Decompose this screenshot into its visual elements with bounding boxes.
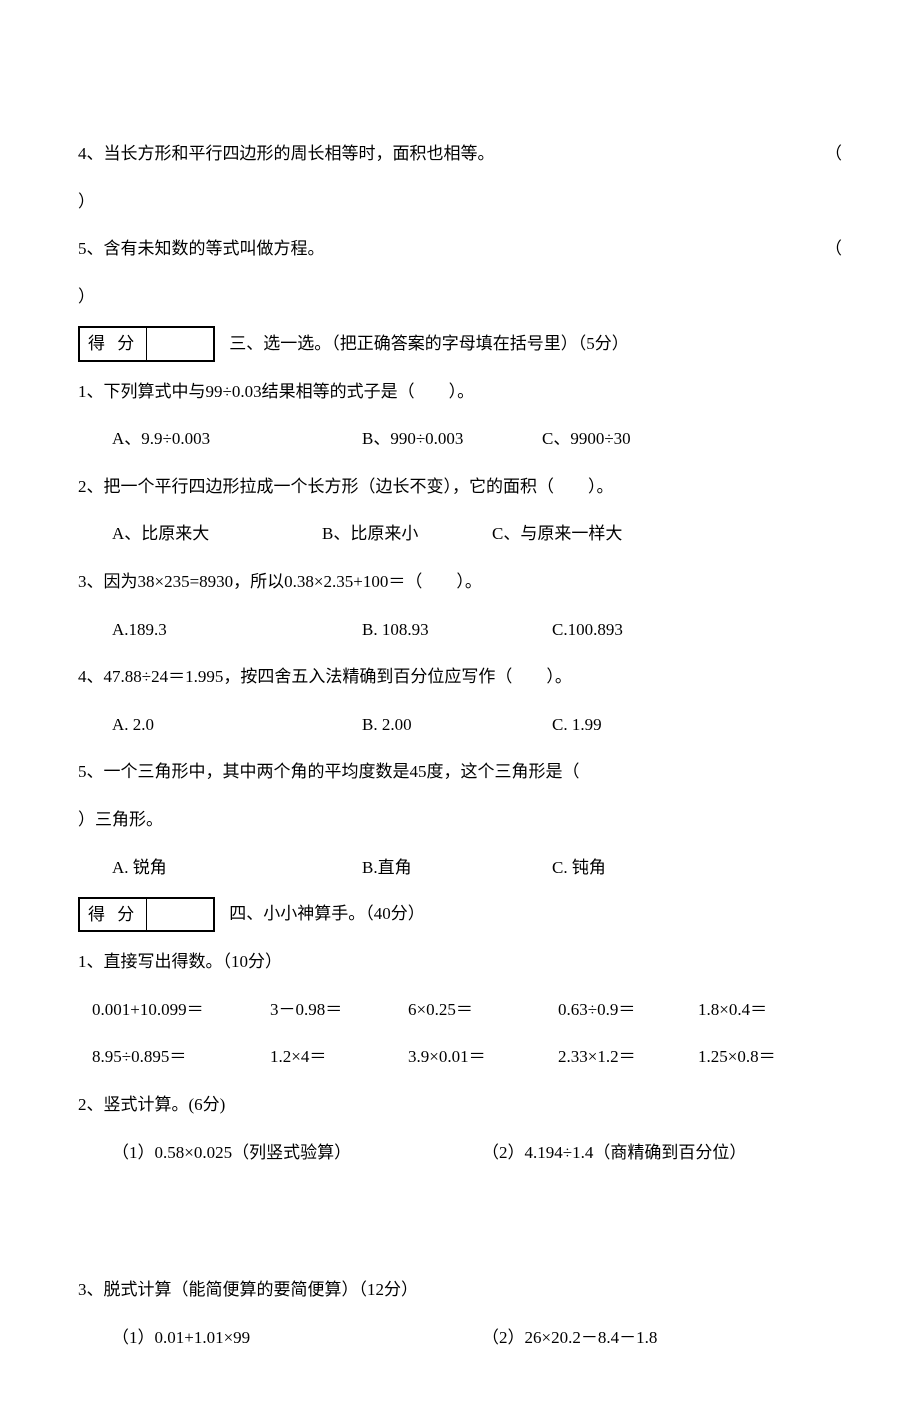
s3-q2-stem: 2、把一个平行四边形拉成一个长方形（边长不变），它的面积（ ）。 bbox=[78, 463, 842, 511]
score-label-2: 得 分 bbox=[80, 899, 147, 931]
s4-p1-row1: 0.001+10.099＝ 3－0.98＝ 6×0.25＝ 0.63÷0.9＝ … bbox=[78, 986, 842, 1034]
tf-q4-paren-close: ） bbox=[78, 178, 842, 226]
s3-q2-a: A、比原来大 bbox=[112, 510, 322, 558]
s4-p1-r2-e: 1.25×0.8＝ bbox=[698, 1033, 776, 1081]
s4-p2-head: 2、竖式计算。(6分) bbox=[78, 1081, 842, 1129]
s3-q4-b: B. 2.00 bbox=[362, 701, 552, 749]
s4-p2-b: （2）4.194÷1.4（商精确到百分位） bbox=[482, 1129, 746, 1177]
s3-q1-a: A、9.9÷0.003 bbox=[112, 415, 362, 463]
s3-q3-options: A.189.3 B. 108.93 C.100.893 bbox=[78, 606, 842, 654]
s4-p1-r2-b: 1.2×4＝ bbox=[270, 1033, 408, 1081]
s3-q3-stem: 3、因为38×235=8930，所以0.38×2.35+100＝（ ）。 bbox=[78, 558, 842, 606]
s4-p1-r2-c: 3.9×0.01＝ bbox=[408, 1033, 558, 1081]
score-blank-2 bbox=[147, 899, 214, 931]
section3-title: 三、选一选。（把正确答案的字母填在括号里）（5分） bbox=[229, 329, 629, 360]
s4-p2-items: （1）0.58×0.025（列竖式验算） （2）4.194÷1.4（商精确到百分… bbox=[78, 1129, 842, 1177]
s3-q4-stem: 4、47.88÷24＝1.995，按四舍五入法精确到百分位应写作（ ）。 bbox=[78, 653, 842, 701]
tf-q5-line1: 5、含有未知数的等式叫做方程。 （ bbox=[78, 225, 842, 273]
s4-p3-a: （1）0.01+1.01×99 bbox=[112, 1314, 482, 1362]
s3-q5-b: B.直角 bbox=[362, 844, 552, 892]
s3-q2-b: B、比原来小 bbox=[322, 510, 492, 558]
score-blank bbox=[147, 328, 214, 360]
score-label: 得 分 bbox=[80, 328, 147, 360]
score-box-section3: 得 分 bbox=[78, 326, 215, 361]
s4-p1-r1-a: 0.001+10.099＝ bbox=[92, 986, 270, 1034]
s4-p1-r2-a: 8.95÷0.895＝ bbox=[92, 1033, 270, 1081]
s3-q4-a: A. 2.0 bbox=[112, 701, 362, 749]
tf-q5-paren-open: （ bbox=[825, 225, 842, 273]
s3-q4-options: A. 2.0 B. 2.00 C. 1.99 bbox=[78, 701, 842, 749]
tf-q5-text: 5、含有未知数的等式叫做方程。 bbox=[78, 225, 325, 273]
section4-title: 四、小小神算手。（40分） bbox=[229, 899, 425, 930]
tf-q4-paren-open: （ bbox=[825, 130, 842, 178]
s4-p1-r1-c: 6×0.25＝ bbox=[408, 986, 558, 1034]
s4-p1-r1-b: 3－0.98＝ bbox=[270, 986, 408, 1034]
s3-q1-c: C、9900÷30 bbox=[542, 415, 631, 463]
s4-p1-row2: 8.95÷0.895＝ 1.2×4＝ 3.9×0.01＝ 2.33×1.2＝ 1… bbox=[78, 1033, 842, 1081]
s4-p3-items: （1）0.01+1.01×99 （2）26×20.2－8.4－1.8 bbox=[78, 1314, 842, 1362]
tf-q4-line1: 4、当长方形和平行四边形的周长相等时，面积也相等。 （ bbox=[78, 130, 842, 178]
blank-work-area-1 bbox=[78, 1176, 842, 1266]
section3-head: 得 分 三、选一选。（把正确答案的字母填在括号里）（5分） bbox=[78, 326, 842, 361]
s4-p1-r1-e: 1.8×0.4＝ bbox=[698, 986, 767, 1034]
s4-p1-r1-d: 0.63÷0.9＝ bbox=[558, 986, 698, 1034]
s3-q4-c: C. 1.99 bbox=[552, 701, 602, 749]
s3-q5-stem2: ）三角形。 bbox=[78, 796, 842, 844]
s3-q1-b: B、990÷0.003 bbox=[362, 415, 542, 463]
s3-q1-options: A、9.9÷0.003 B、990÷0.003 C、9900÷30 bbox=[78, 415, 842, 463]
s3-q3-a: A.189.3 bbox=[112, 606, 362, 654]
tf-q5-paren-close: ） bbox=[78, 273, 842, 321]
section4-head: 得 分 四、小小神算手。（40分） bbox=[78, 897, 842, 932]
s3-q1-stem: 1、下列算式中与99÷0.03结果相等的式子是（ ）。 bbox=[78, 368, 842, 416]
s4-p2-a: （1）0.58×0.025（列竖式验算） bbox=[112, 1129, 482, 1177]
tf-q4-text: 4、当长方形和平行四边形的周长相等时，面积也相等。 bbox=[78, 130, 495, 178]
s4-p3-head: 3、脱式计算（能简便算的要简便算）（12分） bbox=[78, 1266, 842, 1314]
s4-p3-b: （2）26×20.2－8.4－1.8 bbox=[482, 1314, 657, 1362]
score-box-section4: 得 分 bbox=[78, 897, 215, 932]
s3-q5-stem1: 5、一个三角形中，其中两个角的平均度数是45度，这个三角形是（ bbox=[78, 748, 842, 796]
s3-q5-options: A. 锐角 B.直角 C. 钝角 bbox=[78, 844, 842, 892]
s4-p1-head: 1、直接写出得数。（10分） bbox=[78, 938, 842, 986]
s3-q5-a: A. 锐角 bbox=[112, 844, 362, 892]
s3-q3-b: B. 108.93 bbox=[362, 606, 552, 654]
s3-q2-options: A、比原来大 B、比原来小 C、与原来一样大 bbox=[78, 510, 842, 558]
s4-p1-r2-d: 2.33×1.2＝ bbox=[558, 1033, 698, 1081]
s3-q2-c: C、与原来一样大 bbox=[492, 510, 622, 558]
s3-q3-c: C.100.893 bbox=[552, 606, 623, 654]
s3-q5-c: C. 钝角 bbox=[552, 844, 606, 892]
